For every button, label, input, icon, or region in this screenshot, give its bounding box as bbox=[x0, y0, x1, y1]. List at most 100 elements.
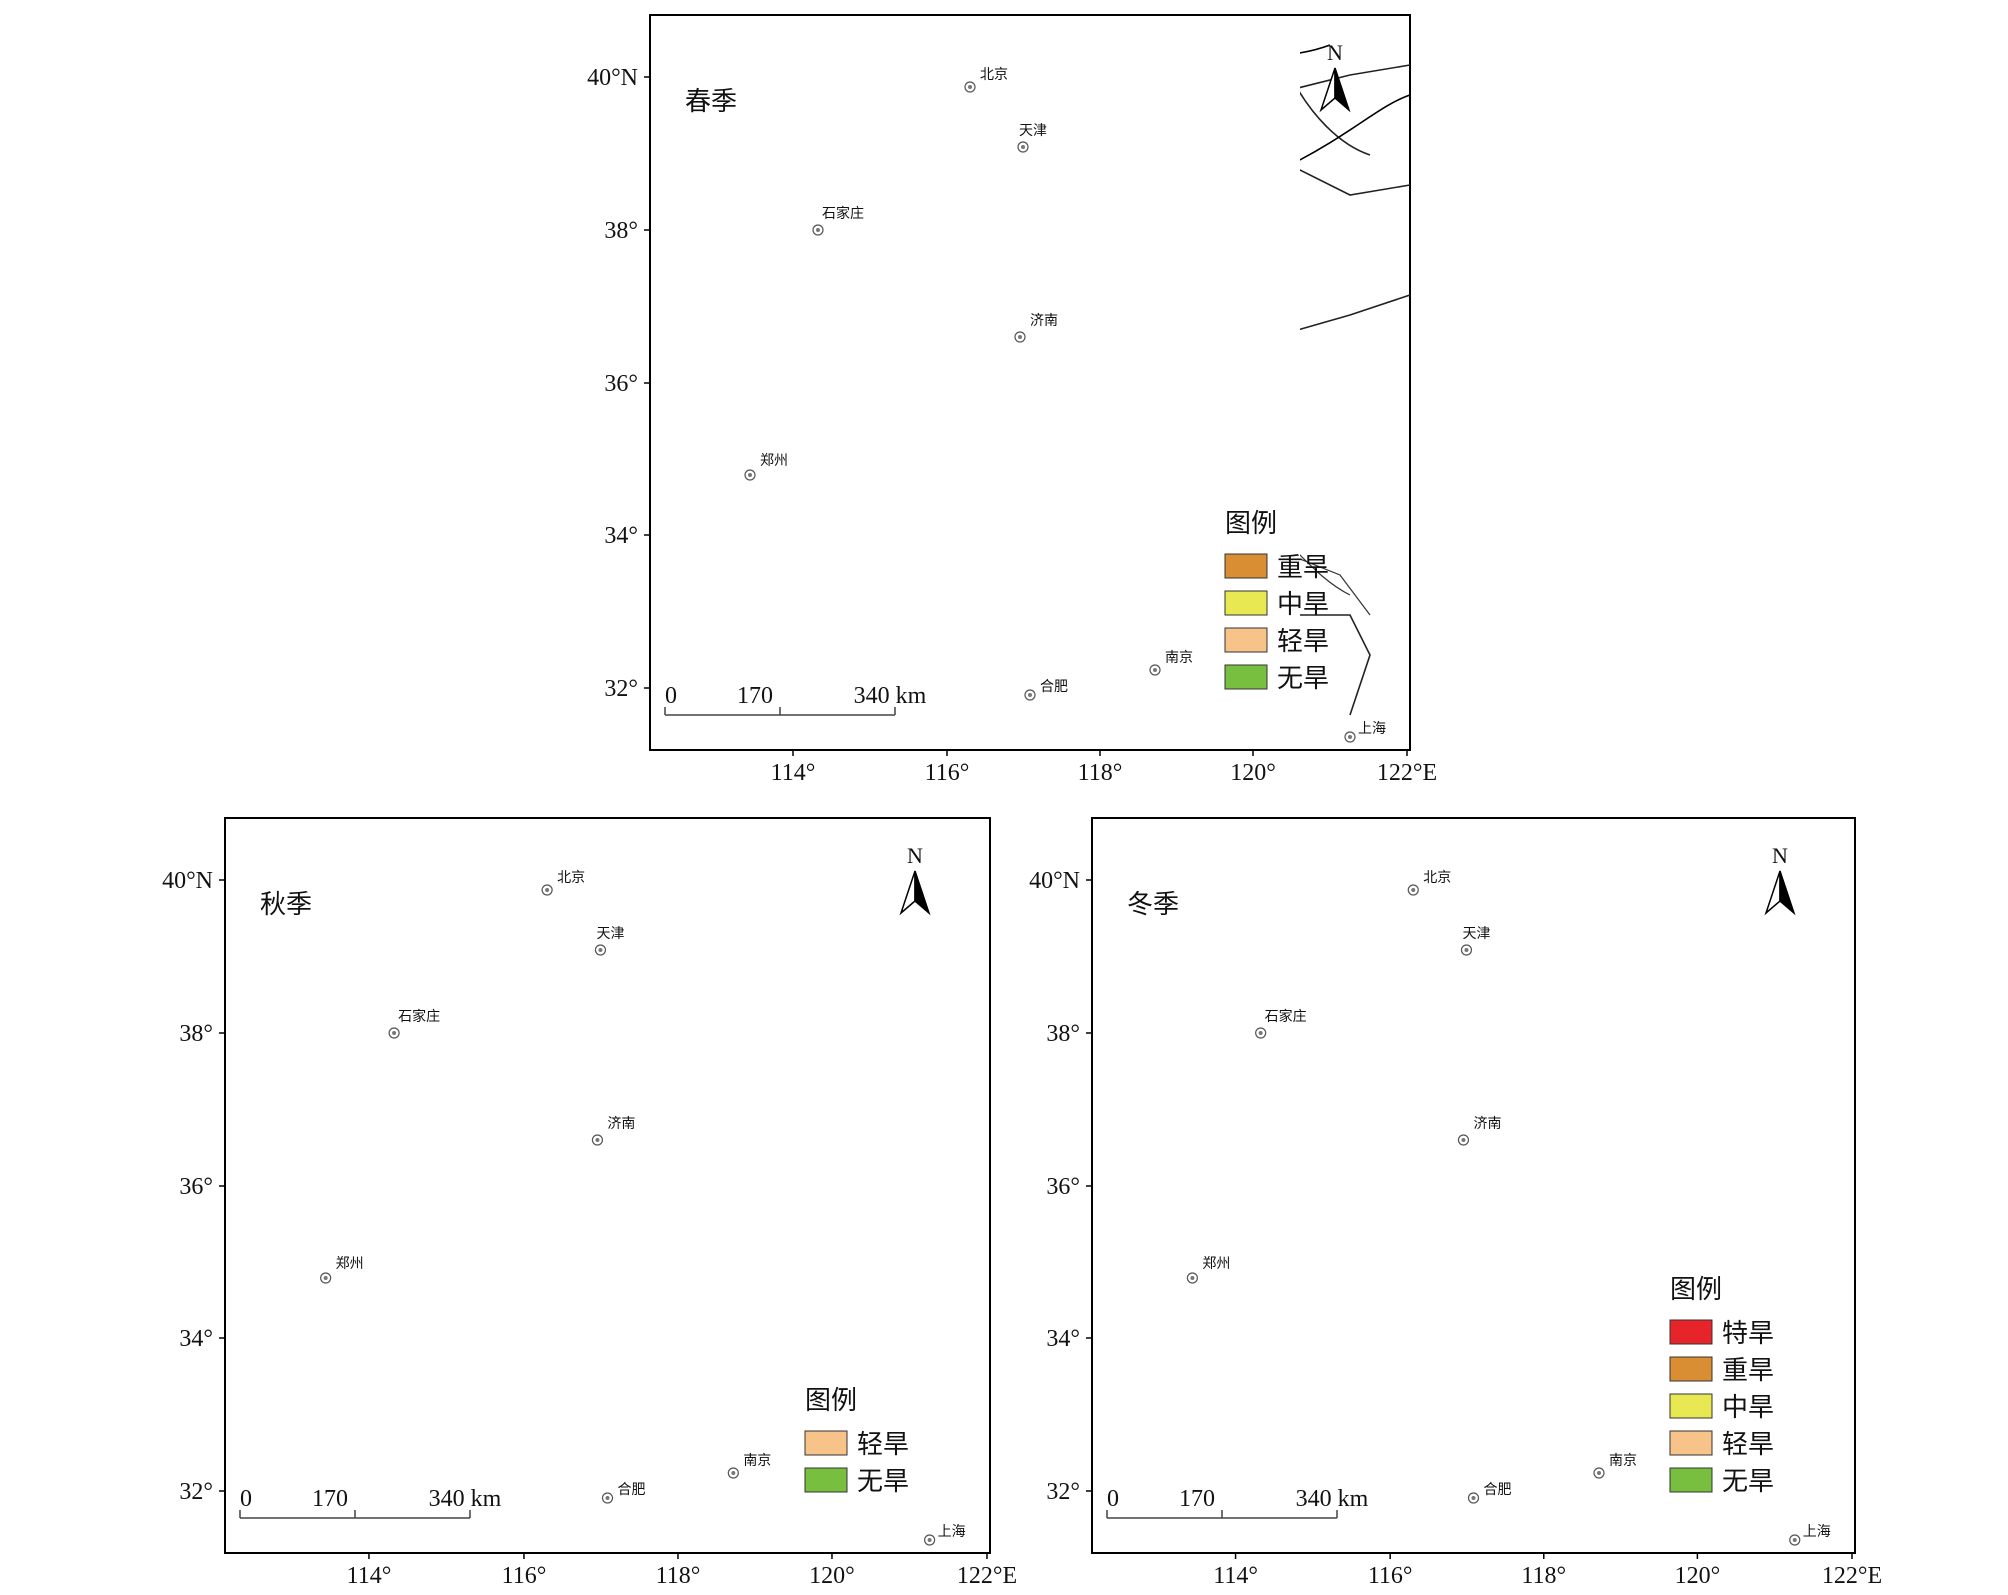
legend-swatch bbox=[804, 1430, 848, 1456]
city-marker-center bbox=[1018, 335, 1022, 339]
legend-label: 重旱 bbox=[1722, 1356, 1774, 1386]
city-marker-center bbox=[731, 1471, 736, 1475]
scale-bar bbox=[239, 1510, 471, 1519]
coastline bbox=[1300, 44, 1410, 161]
longitude-label: 120° bbox=[809, 1563, 855, 1589]
city-label-nanjing: 南京 bbox=[1165, 650, 1193, 666]
city-marker-center bbox=[595, 1138, 600, 1142]
city-label-shijiazhuang: 石家庄 bbox=[822, 205, 864, 222]
legend-label: 无旱 bbox=[857, 1467, 909, 1497]
longitude-label: 122°E bbox=[1377, 760, 1437, 786]
river bbox=[1300, 554, 1371, 616]
city-marker-center bbox=[605, 1496, 610, 1500]
city-marker-center bbox=[968, 85, 972, 89]
legend-label: 轻旱 bbox=[1277, 627, 1329, 657]
scale-bar bbox=[1106, 1510, 1338, 1519]
city-marker-center bbox=[1021, 145, 1025, 149]
scale-end: 340 km bbox=[429, 1486, 502, 1512]
latitude-label: 36° bbox=[604, 371, 638, 397]
city-label-hefei: 合肥 bbox=[618, 1482, 646, 1498]
city-label-beijing: 北京 bbox=[1423, 870, 1451, 886]
longitude-label: 120° bbox=[1675, 1563, 1721, 1589]
city-marker-center bbox=[1028, 693, 1032, 697]
longitude-label: 118° bbox=[1078, 760, 1123, 786]
city-label-shijiazhuang: 石家庄 bbox=[398, 1008, 440, 1025]
longitude-label: 122°E bbox=[957, 1563, 1017, 1589]
city-marker-center bbox=[816, 228, 820, 232]
longitude-label: 122°E bbox=[1822, 1563, 1882, 1589]
north-arrow-icon-shade bbox=[1334, 67, 1351, 113]
latitude-label: 40°N bbox=[162, 868, 213, 894]
scale-end: 340 km bbox=[854, 683, 927, 709]
city-label-nanjing: 南京 bbox=[1609, 1453, 1637, 1469]
legend-label: 轻旱 bbox=[857, 1430, 909, 1460]
longitude-label: 114° bbox=[347, 1563, 392, 1589]
city-marker-center bbox=[1792, 1538, 1797, 1542]
city-label-tianjin: 天津 bbox=[1462, 926, 1490, 942]
city-marker-center bbox=[1461, 1138, 1466, 1142]
province-border bbox=[1300, 614, 1371, 716]
city-label-tianjin: 天津 bbox=[596, 926, 624, 942]
map-frame bbox=[649, 14, 1411, 751]
map-frame bbox=[224, 817, 991, 1554]
city-marker-center bbox=[1153, 668, 1157, 672]
latitude-label: 32° bbox=[179, 1479, 213, 1505]
city-label-hefei: 合肥 bbox=[1040, 679, 1068, 695]
legend-swatch bbox=[1224, 627, 1268, 653]
legend-swatch bbox=[1669, 1467, 1713, 1493]
latitude-label: 32° bbox=[604, 676, 638, 702]
legend-swatch bbox=[1669, 1319, 1713, 1345]
scale-mid: 170 bbox=[312, 1486, 348, 1512]
legend-swatch bbox=[1669, 1393, 1713, 1419]
city-label-hefei: 合肥 bbox=[1484, 1482, 1512, 1498]
legend-swatch bbox=[1669, 1430, 1713, 1456]
latitude-label: 38° bbox=[604, 218, 638, 244]
city-marker-center bbox=[545, 888, 550, 892]
scale-zero: 0 bbox=[665, 683, 677, 709]
season-label: 冬季 bbox=[1127, 890, 1179, 920]
legend-title: 图例 bbox=[1225, 509, 1277, 539]
latitude-label: 40°N bbox=[1029, 868, 1080, 894]
legend-label: 特旱 bbox=[1722, 1319, 1774, 1349]
city-label-beijing: 北京 bbox=[557, 870, 585, 886]
legend-label: 中旱 bbox=[1277, 590, 1329, 620]
city-marker-center bbox=[1190, 1276, 1195, 1280]
latitude-label: 34° bbox=[179, 1326, 213, 1352]
city-marker-center bbox=[598, 948, 603, 952]
city-label-beijing: 北京 bbox=[980, 67, 1008, 83]
city-label-shijiazhuang: 石家庄 bbox=[1265, 1008, 1307, 1025]
city-marker-center bbox=[1464, 948, 1469, 952]
legend-label: 轻旱 bbox=[1722, 1430, 1774, 1460]
longitude-label: 120° bbox=[1230, 760, 1276, 786]
latitude-label: 36° bbox=[179, 1174, 213, 1200]
city-marker-center bbox=[1258, 1031, 1263, 1035]
season-label: 春季 bbox=[685, 87, 737, 117]
latitude-label: 34° bbox=[604, 523, 638, 549]
city-label-zhengzhou: 郑州 bbox=[336, 1256, 364, 1272]
city-marker-center bbox=[1471, 1496, 1476, 1500]
season-label: 秋季 bbox=[260, 890, 312, 920]
province-border bbox=[1300, 294, 1410, 331]
city-label-jinan: 济南 bbox=[1473, 1116, 1501, 1132]
province-border bbox=[1300, 91, 1371, 156]
scale-mid: 170 bbox=[737, 683, 773, 709]
city-label-shanghai: 上海 bbox=[1803, 1524, 1831, 1540]
scale-bar bbox=[664, 707, 896, 716]
city-label-jinan: 济南 bbox=[1030, 313, 1058, 329]
scale-mid: 170 bbox=[1179, 1486, 1215, 1512]
map-frame bbox=[1091, 817, 1856, 1554]
legend-label: 中旱 bbox=[1722, 1393, 1774, 1423]
city-label-jinan: 济南 bbox=[607, 1116, 635, 1132]
scale-zero: 0 bbox=[240, 1486, 252, 1512]
legend-swatch bbox=[1669, 1356, 1713, 1382]
legend-label: 重旱 bbox=[1277, 553, 1329, 583]
city-label-tianjin: 天津 bbox=[1019, 123, 1047, 139]
longitude-label: 116° bbox=[502, 1563, 547, 1589]
north-label: N bbox=[1327, 40, 1343, 65]
longitude-label: 116° bbox=[1368, 1563, 1413, 1589]
latitude-label: 34° bbox=[1046, 1326, 1080, 1352]
city-label-zhengzhou: 郑州 bbox=[1202, 1256, 1230, 1272]
